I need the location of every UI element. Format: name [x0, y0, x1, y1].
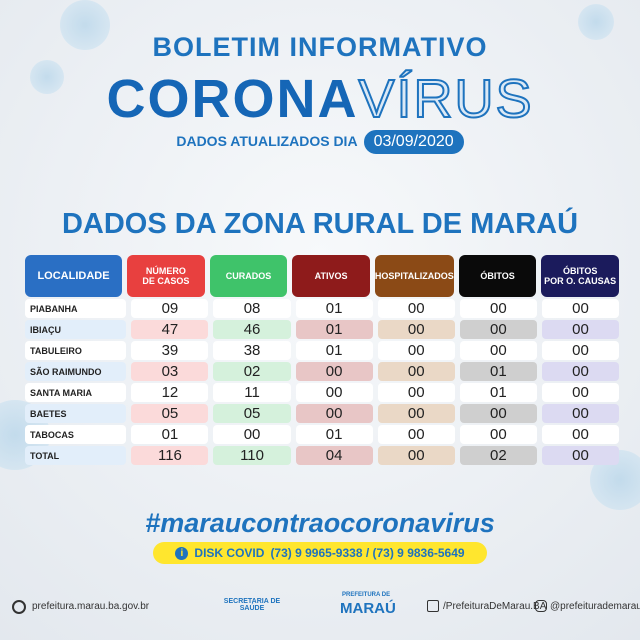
cell-value: 00	[541, 320, 620, 339]
cell-value: 00	[541, 404, 620, 423]
cell-value: 00	[459, 404, 537, 423]
cell-value: 00	[295, 404, 373, 423]
cell-value: 00	[541, 362, 620, 381]
cell-value: 00	[295, 362, 373, 381]
cell-value: 04	[295, 446, 373, 465]
cell-value: 00	[377, 446, 455, 465]
updated-label: DADOS ATUALIZADOS DIA	[176, 133, 358, 149]
facebook[interactable]: /PrefeituraDeMarau.BA	[443, 601, 547, 612]
cell-value: 116	[131, 446, 209, 465]
column-header: ÓBITOS POR O. CAUSAS	[541, 255, 619, 297]
city-logo: MARAÚ	[340, 600, 396, 617]
cell-value: 00	[541, 341, 620, 360]
cell-value: 00	[295, 383, 373, 402]
cell-value: 00	[377, 299, 455, 318]
cell-value: 00	[541, 383, 620, 402]
prefeitura-logo: PREFEITURA DE	[342, 592, 391, 598]
cell-value: 00	[541, 299, 620, 318]
disk-phones: (73) 9 9965-9338 / (73) 9 9836-5649	[270, 546, 465, 560]
cell-value: 11	[213, 383, 291, 402]
cell-locality: TABULEIRO	[25, 341, 127, 360]
column-header: ATIVOS	[292, 255, 370, 297]
cell-value: 00	[377, 383, 455, 402]
cell-value: 01	[295, 320, 373, 339]
hashtag: #maraucontraocoronavirus	[145, 508, 495, 538]
section-title: DADOS DA ZONA RURAL DE MARAÚ	[61, 208, 579, 240]
table-row: IBIAÇU 47 46 01 00 00 00	[25, 320, 620, 339]
updated: DADOS ATUALIZADOS DIA 03/09/2020	[0, 130, 640, 154]
cell-value: 46	[213, 320, 291, 339]
cell-value: 00	[213, 425, 291, 444]
cell-value: 00	[459, 425, 537, 444]
cell-value: 01	[131, 425, 209, 444]
cell-value: 00	[459, 341, 537, 360]
cell-value: 01	[459, 383, 537, 402]
table-row: TOTAL 116 110 04 00 02 00	[25, 446, 620, 465]
table-row: BAETES 05 05 00 00 00 00	[25, 404, 620, 423]
cell-value: 47	[131, 320, 209, 339]
cell-value: 00	[459, 320, 537, 339]
headline: CORONAVÍRUS	[0, 68, 640, 130]
cell-value: 08	[213, 299, 291, 318]
column-header: LOCALIDADE	[25, 255, 123, 297]
website[interactable]: prefeitura.marau.ba.gov.br	[32, 601, 150, 612]
cell-value: 38	[213, 341, 291, 360]
cell-value: 39	[131, 341, 209, 360]
headline-word: VÍRUS	[357, 68, 534, 130]
cell-value: 02	[213, 362, 291, 381]
cell-value: 00	[459, 299, 537, 318]
cell-value: 09	[131, 299, 209, 318]
cell-value: 03	[131, 362, 209, 381]
column-header: NÚMERO DE CASOS	[127, 255, 205, 297]
cell-value: 01	[459, 362, 537, 381]
cell-value: 00	[377, 341, 455, 360]
cell-value: 05	[131, 404, 209, 423]
table-row: TABULEIRO 39 38 01 00 00 00	[25, 341, 620, 360]
cell-value: 00	[541, 425, 620, 444]
disk-label: DISK COVID	[194, 546, 265, 560]
cell-locality: SANTA MARIA	[25, 383, 127, 402]
cell-value: 00	[377, 320, 455, 339]
column-header: HOSPITALIZADOS	[374, 255, 454, 297]
secretaria-logo: SECRETARIA DE SAÚDE	[223, 598, 281, 612]
column-header: ÓBITOS	[458, 255, 537, 297]
cell-locality: TOTAL	[25, 446, 127, 465]
cell-locality: PIABANHA	[25, 299, 127, 318]
cell-value: 00	[541, 446, 620, 465]
cell-locality: TABOCAS	[25, 425, 127, 444]
cell-value: 02	[459, 446, 537, 465]
cell-locality: SÃO RAIMUNDO	[25, 362, 127, 381]
table-row: PIABANHA 09 08 01 00 00 00	[25, 299, 620, 318]
header-row: LOCALIDADE NÚMERO DE CASOS CURADOS ATIVOS HO…	[25, 255, 619, 297]
cell-value: 12	[131, 383, 209, 402]
cell-value: 01	[295, 425, 373, 444]
table-row: SÃO RAIMUNDO 03 02 00 00 01 00	[25, 362, 620, 381]
cell-value: 01	[295, 299, 373, 318]
cell-locality: BAETES	[25, 404, 127, 423]
updated-date: 03/09/2020	[363, 130, 464, 154]
cell-value: 110	[213, 446, 291, 465]
cell-value: 00	[377, 362, 455, 381]
cell-value: 00	[377, 404, 455, 423]
column-header: CURADOS	[209, 255, 288, 297]
table-row: TABOCAS 01 00 01 00 00 00	[25, 425, 620, 444]
cell-value: 00	[377, 425, 455, 444]
table: LOCALIDADE NÚMERO DE CASOS CURADOS ATIVOS HO…	[25, 255, 620, 465]
disk-covid: i DISK COVID (73) 9 9965-9338 / (73) 9 983…	[153, 542, 487, 564]
cell-value: 01	[295, 341, 373, 360]
cell-locality: IBIAÇU	[25, 320, 127, 339]
instagram[interactable]: @prefeiturademarau	[550, 601, 640, 612]
footer: prefeitura.marau.ba.gov.br SECRETARIA DE…	[0, 590, 640, 624]
headline-word: CORONA	[106, 69, 359, 129]
cell-value: 05	[213, 404, 291, 423]
table-row: SANTA MARIA 12 11 00 00 01 00	[25, 383, 620, 402]
title: BOLETIM INFORMATIVO	[152, 32, 488, 62]
